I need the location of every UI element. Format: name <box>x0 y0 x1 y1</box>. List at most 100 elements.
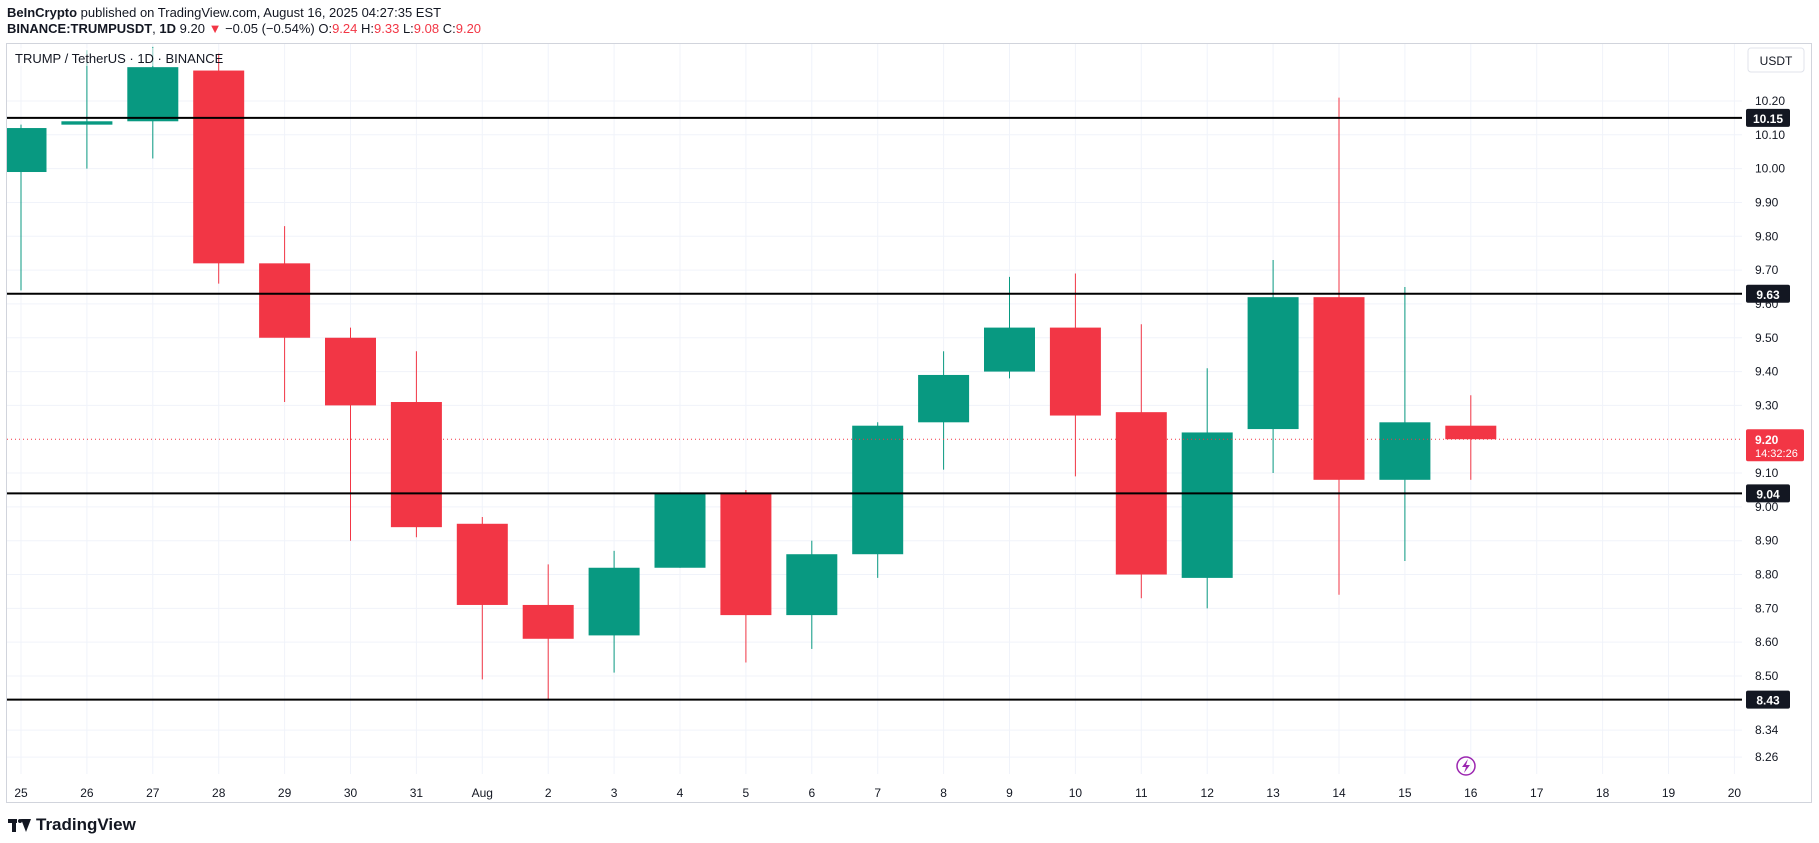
tradingview-logo-icon <box>8 818 31 832</box>
y-tick-label: 10.10 <box>1755 128 1785 142</box>
x-tick-label: 27 <box>146 786 160 800</box>
currency-button[interactable] <box>1747 47 1805 73</box>
low-value: 9.08 <box>413 21 440 36</box>
x-tick-label: 18 <box>1596 786 1610 800</box>
x-tick-label: 25 <box>14 786 28 800</box>
level-label: 8.43 <box>1756 694 1780 708</box>
y-tick-label: 9.40 <box>1755 365 1779 379</box>
candle-body[interactable] <box>193 70 245 264</box>
x-tick-label: 28 <box>212 786 226 800</box>
y-tick-label: 8.50 <box>1755 669 1779 683</box>
x-tick-label: 2 <box>545 786 552 800</box>
symbol-full: BINANCE:TRUMPUSDT <box>7 21 153 36</box>
level-label: 9.04 <box>1756 487 1780 501</box>
candle-body[interactable] <box>918 374 970 423</box>
y-tick-label: 9.30 <box>1755 398 1779 412</box>
brand-name: TradingView <box>36 815 136 834</box>
y-tick-label: 9.50 <box>1755 331 1779 345</box>
y-tick-label: 8.34 <box>1755 723 1779 737</box>
high-label: H: <box>361 21 375 36</box>
candle-body[interactable] <box>1049 327 1101 416</box>
close-label: C: <box>442 21 456 36</box>
countdown-timer: 14:32:26 <box>1755 448 1798 460</box>
x-tick-label: 17 <box>1530 786 1544 800</box>
candle-body[interactable] <box>325 337 376 406</box>
candle-body[interactable] <box>456 523 508 605</box>
candle-body[interactable] <box>61 121 113 125</box>
x-tick-label: 3 <box>611 786 618 800</box>
candle-body[interactable] <box>654 493 706 568</box>
level-label-bg <box>1746 108 1790 127</box>
candle-body[interactable] <box>588 567 640 636</box>
x-tick-label: 31 <box>410 786 424 800</box>
candle-body[interactable] <box>720 493 772 616</box>
close-value: 9.20 <box>455 21 482 36</box>
x-tick-label: 15 <box>1398 786 1412 800</box>
candle-body[interactable] <box>390 402 442 528</box>
y-tick-label: 8.80 <box>1755 568 1779 582</box>
y-tick-label: 9.60 <box>1755 297 1779 311</box>
down-arrow-icon: ▼ <box>208 21 222 36</box>
y-tick-label: 9.00 <box>1755 500 1779 514</box>
x-tick-label: 29 <box>278 786 292 800</box>
publisher-name: BeInCrypto <box>7 5 78 20</box>
chart-frame[interactable] <box>6 43 1812 803</box>
x-tick-label: 10 <box>1069 786 1083 800</box>
y-tick-label: 9.80 <box>1755 229 1779 243</box>
x-tick-label: 12 <box>1201 786 1215 800</box>
x-tick-label: 14 <box>1332 786 1346 800</box>
candle-body[interactable] <box>1313 297 1365 480</box>
x-tick-label: 7 <box>874 786 881 800</box>
x-tick-label: 11 <box>1135 786 1148 800</box>
candle-body[interactable] <box>984 327 1035 372</box>
x-tick-label: 4 <box>677 786 684 800</box>
candle-body[interactable] <box>127 67 179 122</box>
ohlc-legend: BINANCE:TRUMPUSDT, 1D 9.20 ▼ −0.05 (−0.5… <box>7 21 482 36</box>
y-tick-label: 8.60 <box>1755 635 1779 649</box>
footer-brand: TradingView <box>8 815 136 835</box>
lightning-icon[interactable] <box>1456 756 1476 776</box>
y-tick-label: 8.90 <box>1755 534 1779 548</box>
open-label: O: <box>318 21 333 36</box>
level-label-bg <box>1746 484 1790 503</box>
price-tag-value: 9.20 <box>1755 433 1779 447</box>
candle-body[interactable] <box>1445 425 1497 440</box>
candle-body[interactable] <box>1181 432 1233 578</box>
x-tick-label: 19 <box>1662 786 1676 800</box>
x-tick-label: 5 <box>743 786 750 800</box>
last-price: 9.20 <box>179 21 205 36</box>
y-tick-label: 10.20 <box>1755 94 1785 108</box>
x-tick-label: 6 <box>808 786 815 800</box>
publish-text: published on TradingView.com, August 16,… <box>77 5 442 20</box>
candle-body[interactable] <box>259 263 311 338</box>
candle-body[interactable] <box>1379 422 1431 480</box>
x-tick-label: 26 <box>80 786 94 800</box>
low-label: L: <box>402 21 414 36</box>
x-tick-label: 30 <box>344 786 358 800</box>
level-label-bg <box>1746 284 1790 303</box>
currency-label: USDT <box>1760 54 1793 68</box>
open-value: 9.24 <box>332 21 358 36</box>
high-value: 9.33 <box>374 21 400 36</box>
x-tick-label: Aug <box>472 786 493 800</box>
candle-body[interactable] <box>0 128 47 173</box>
candle-body[interactable] <box>522 604 574 639</box>
x-tick-label: 16 <box>1464 786 1478 800</box>
y-tick-label: 9.70 <box>1755 263 1779 277</box>
level-label: 9.63 <box>1756 288 1780 302</box>
x-tick-label: 9 <box>1006 786 1013 800</box>
price-change: −0.05 (−0.54%) <box>225 21 315 36</box>
publish-info: BeInCrypto published on TradingView.com,… <box>7 5 441 20</box>
y-tick-label: 9.10 <box>1755 466 1779 480</box>
y-tick-label: 9.90 <box>1755 195 1779 209</box>
candle-body[interactable] <box>852 425 904 555</box>
x-tick-label: 20 <box>1728 786 1742 800</box>
y-tick-label: 8.26 <box>1755 750 1779 764</box>
candle-body[interactable] <box>786 554 838 616</box>
chart-title-bg <box>9 48 209 66</box>
level-label: 10.15 <box>1753 112 1783 126</box>
y-tick-label: 10.00 <box>1755 162 1785 176</box>
candle-body[interactable] <box>1247 297 1299 430</box>
interval: 1D <box>159 21 177 36</box>
